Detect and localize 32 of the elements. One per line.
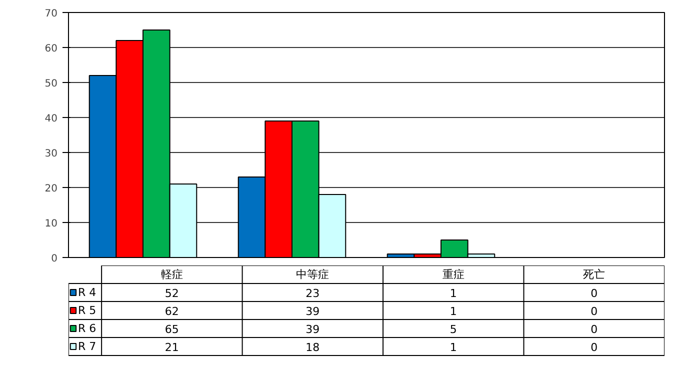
- data-label: 18: [306, 341, 320, 354]
- data-label: 39: [306, 323, 320, 336]
- data-label: 52: [164, 287, 179, 300]
- legend-label: R 4: [78, 286, 96, 299]
- legend-label: R 5: [78, 304, 96, 317]
- x-tick-label: 重症: [442, 268, 464, 281]
- x-tick-label: 死亡: [583, 268, 606, 281]
- y-tick-label: 30: [44, 148, 58, 160]
- data-label: 23: [306, 287, 320, 300]
- y-tick-label: 10: [44, 218, 58, 230]
- data-label: 0: [590, 323, 598, 336]
- y-tick-label: 50: [44, 78, 58, 90]
- data-label: 0: [590, 287, 598, 300]
- x-tick-label: 軽症: [160, 268, 183, 281]
- data-label: 5: [450, 323, 457, 336]
- data-label: 0: [590, 341, 598, 354]
- data-label: 1: [450, 287, 457, 300]
- data-label: 62: [164, 305, 179, 318]
- data-label: 1: [450, 305, 457, 318]
- data-label: 65: [164, 323, 179, 336]
- data-label: 1: [450, 341, 457, 354]
- legend-label: R 6: [78, 322, 96, 335]
- y-tick-label: 70: [44, 8, 58, 20]
- y-tick-label: 20: [44, 184, 58, 194]
- legend-label: R 7: [78, 340, 96, 353]
- x-tick-label: 中等症: [296, 268, 330, 281]
- data-label: 39: [306, 305, 320, 318]
- y-tick-label: 40: [44, 114, 58, 124]
- data-label: 21: [164, 341, 179, 354]
- y-tick-label: 60: [44, 44, 58, 54]
- data-label: 0: [590, 305, 598, 318]
- y-tick-label: 0: [51, 254, 58, 264]
